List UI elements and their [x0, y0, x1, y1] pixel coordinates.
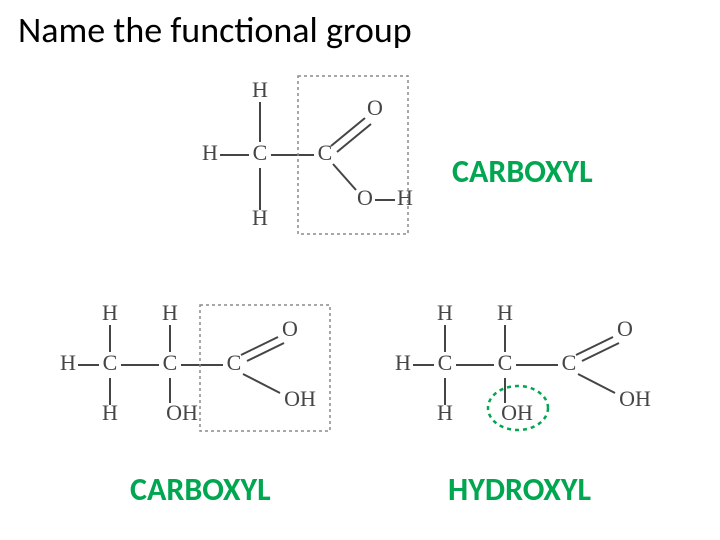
svg-text:H: H: [102, 300, 118, 325]
svg-text:H: H: [437, 400, 453, 425]
svg-text:C: C: [103, 350, 118, 375]
svg-text:H: H: [162, 300, 178, 325]
svg-text:C: C: [163, 350, 178, 375]
svg-text:O: O: [282, 316, 298, 341]
svg-text:O: O: [367, 95, 383, 120]
answer-bottom-right: HYDROXYL: [448, 470, 591, 509]
svg-text:C: C: [253, 140, 268, 165]
svg-text:C: C: [562, 350, 577, 375]
diagram-bottom-right: HHHCHCOHCOOH: [385, 295, 685, 450]
svg-text:OH: OH: [284, 386, 316, 411]
svg-text:OH: OH: [619, 386, 651, 411]
svg-text:H: H: [397, 185, 413, 210]
svg-text:C: C: [498, 350, 513, 375]
svg-text:H: H: [252, 77, 268, 102]
diagram-top: CCHHHOOH: [180, 70, 440, 245]
svg-text:H: H: [497, 300, 513, 325]
svg-text:OH: OH: [501, 400, 533, 425]
svg-text:OH: OH: [166, 400, 198, 425]
answer-bottom-left: CARBOXYL: [130, 470, 271, 509]
page-title: Name the functional group: [18, 8, 412, 52]
svg-text:C: C: [318, 140, 333, 165]
svg-text:H: H: [395, 350, 411, 375]
svg-text:C: C: [438, 350, 453, 375]
svg-text:H: H: [202, 140, 218, 165]
svg-text:O: O: [357, 185, 373, 210]
svg-text:C: C: [227, 350, 242, 375]
answer-top: CARBOXYL: [452, 152, 593, 191]
diagram-bottom-left: HHHCHCOHCOOH: [50, 295, 350, 450]
svg-text:H: H: [102, 400, 118, 425]
svg-text:H: H: [437, 300, 453, 325]
svg-text:H: H: [60, 350, 76, 375]
svg-text:O: O: [617, 316, 633, 341]
svg-text:H: H: [252, 205, 268, 230]
